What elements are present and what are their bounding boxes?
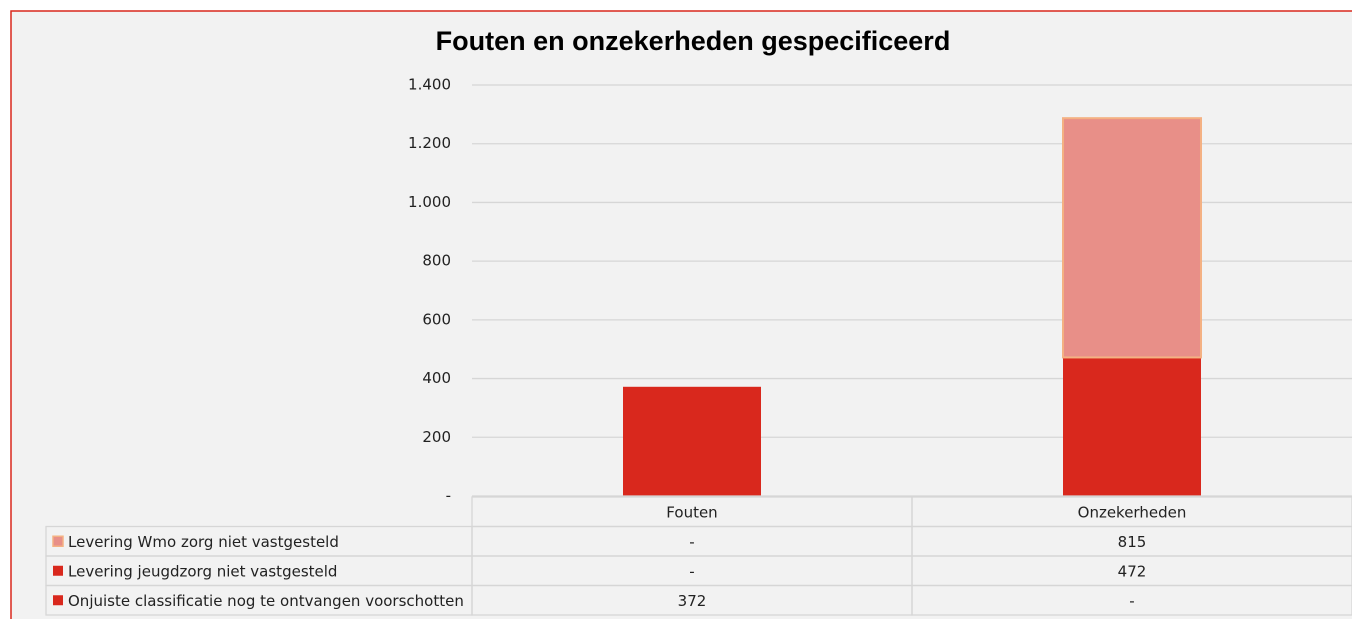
y-tick-label: 1.000 [408,193,451,211]
data-label: 472 [1118,562,1147,580]
data-label: 372 [678,592,707,610]
y-tick-label: 600 [422,310,451,328]
chart-title: Fouten en onzekerheden gespecificeerd [436,26,951,56]
legend-label: Levering jeugdzorg niet vastgesteld [68,562,337,580]
legend-label: Onjuiste classificatie nog te ontvangen … [68,592,464,610]
bar-segment [623,386,761,496]
y-tick-label: - [446,487,451,505]
table-cell [911,584,1352,616]
y-tick-label: 1.400 [408,76,451,94]
data-label: - [1129,592,1134,610]
y-tick-label: 200 [422,428,451,446]
bar-segment [1063,357,1201,496]
data-label: - [689,533,694,551]
bar-segment [1062,117,1202,359]
x-tick-label: Fouten [666,503,717,521]
y-tick-label: 1.200 [408,134,451,152]
legend-key [53,595,63,606]
y-tick-label: 400 [422,369,451,387]
x-tick-label: Onzekerheden [1078,503,1187,521]
y-tick-label: 800 [422,252,451,270]
legend-label: Levering Wmo zorg niet vastgesteld [68,533,339,551]
legend-key [52,535,64,547]
data-label: - [689,562,694,580]
legend-key [53,565,63,576]
data-label: 815 [1118,533,1147,551]
